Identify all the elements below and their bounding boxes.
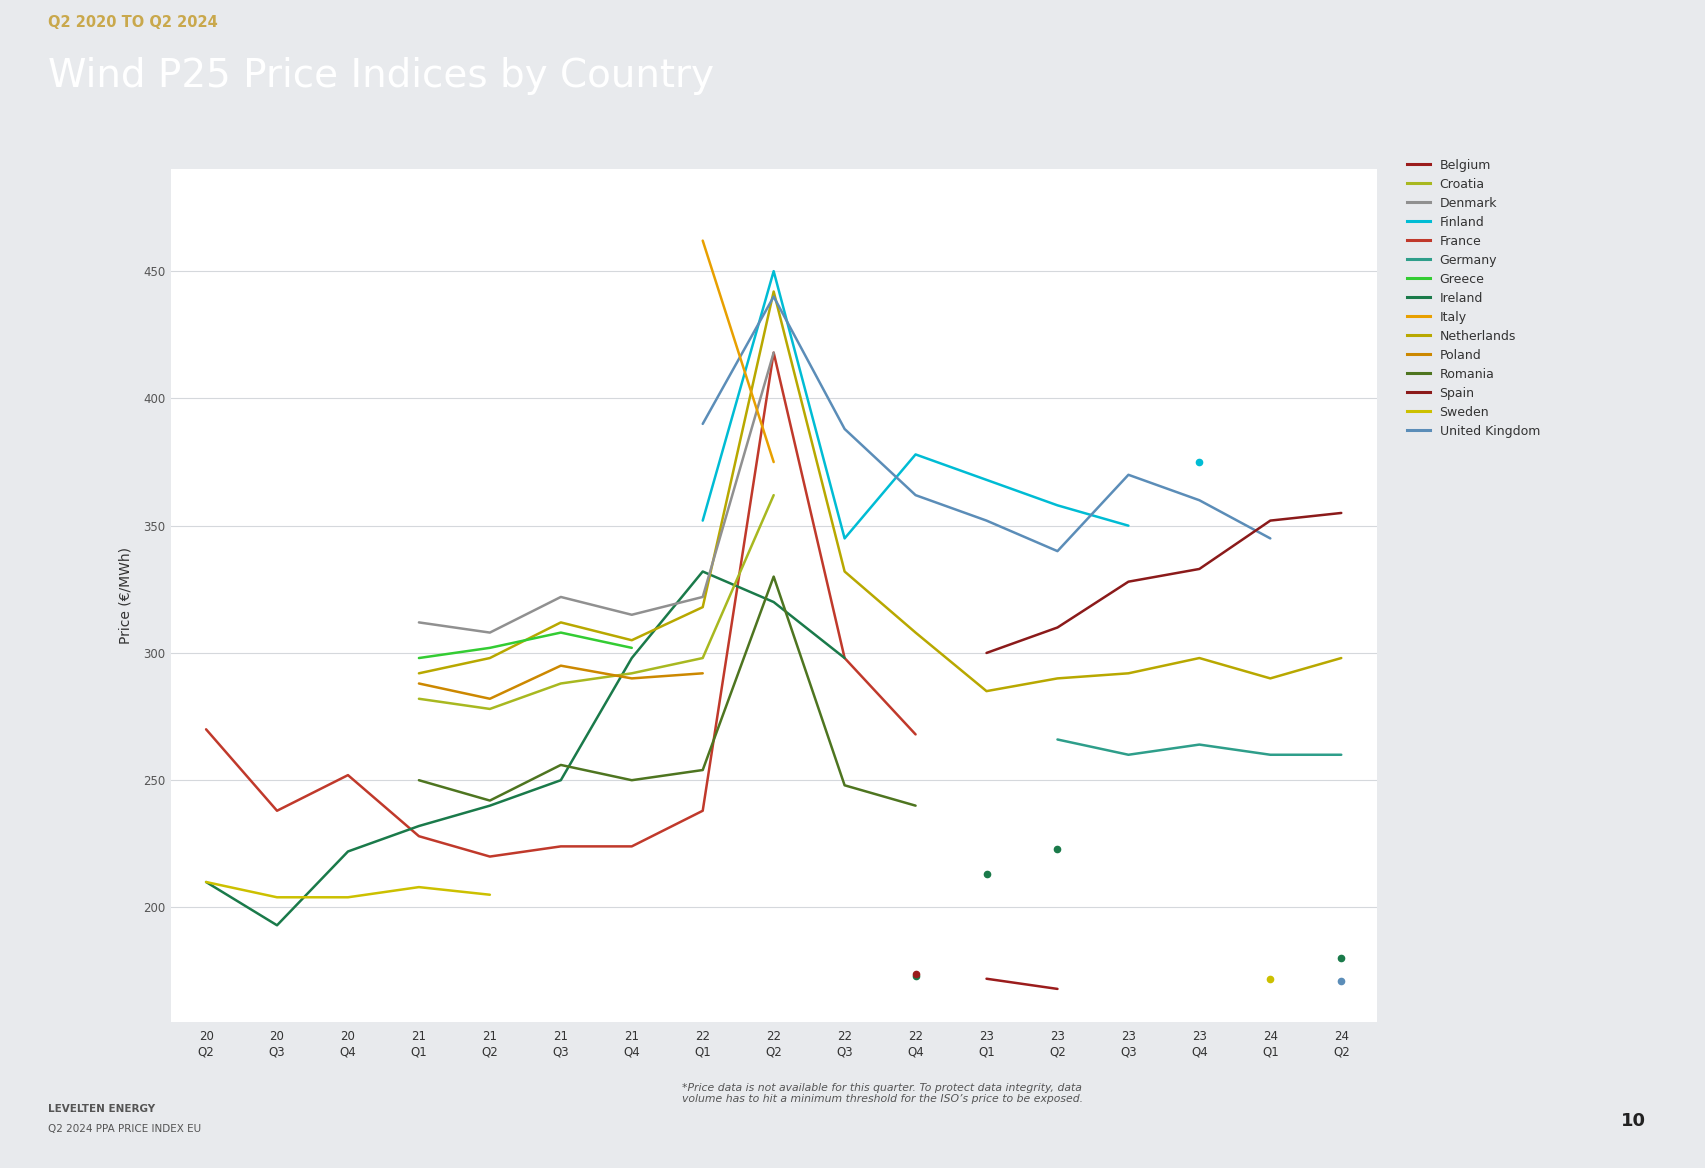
Legend: Belgium, Croatia, Denmark, Finland, France, Germany, Greece, Ireland, Italy, Net: Belgium, Croatia, Denmark, Finland, Fran… <box>1407 159 1540 438</box>
Text: Q2 2020 TO Q2 2024: Q2 2020 TO Q2 2024 <box>48 15 218 30</box>
Text: Wind P25 Price Indices by Country: Wind P25 Price Indices by Country <box>48 57 713 96</box>
Text: 10: 10 <box>1620 1112 1645 1129</box>
Y-axis label: Price (€/MWh): Price (€/MWh) <box>118 547 133 645</box>
Text: LEVELTEN ENERGY: LEVELTEN ENERGY <box>48 1104 155 1114</box>
Text: Q2 2024 PPA PRICE INDEX EU: Q2 2024 PPA PRICE INDEX EU <box>48 1124 201 1134</box>
Text: *Price data is not available for this quarter. To protect data integrity, data
v: *Price data is not available for this qu… <box>682 1083 1083 1104</box>
